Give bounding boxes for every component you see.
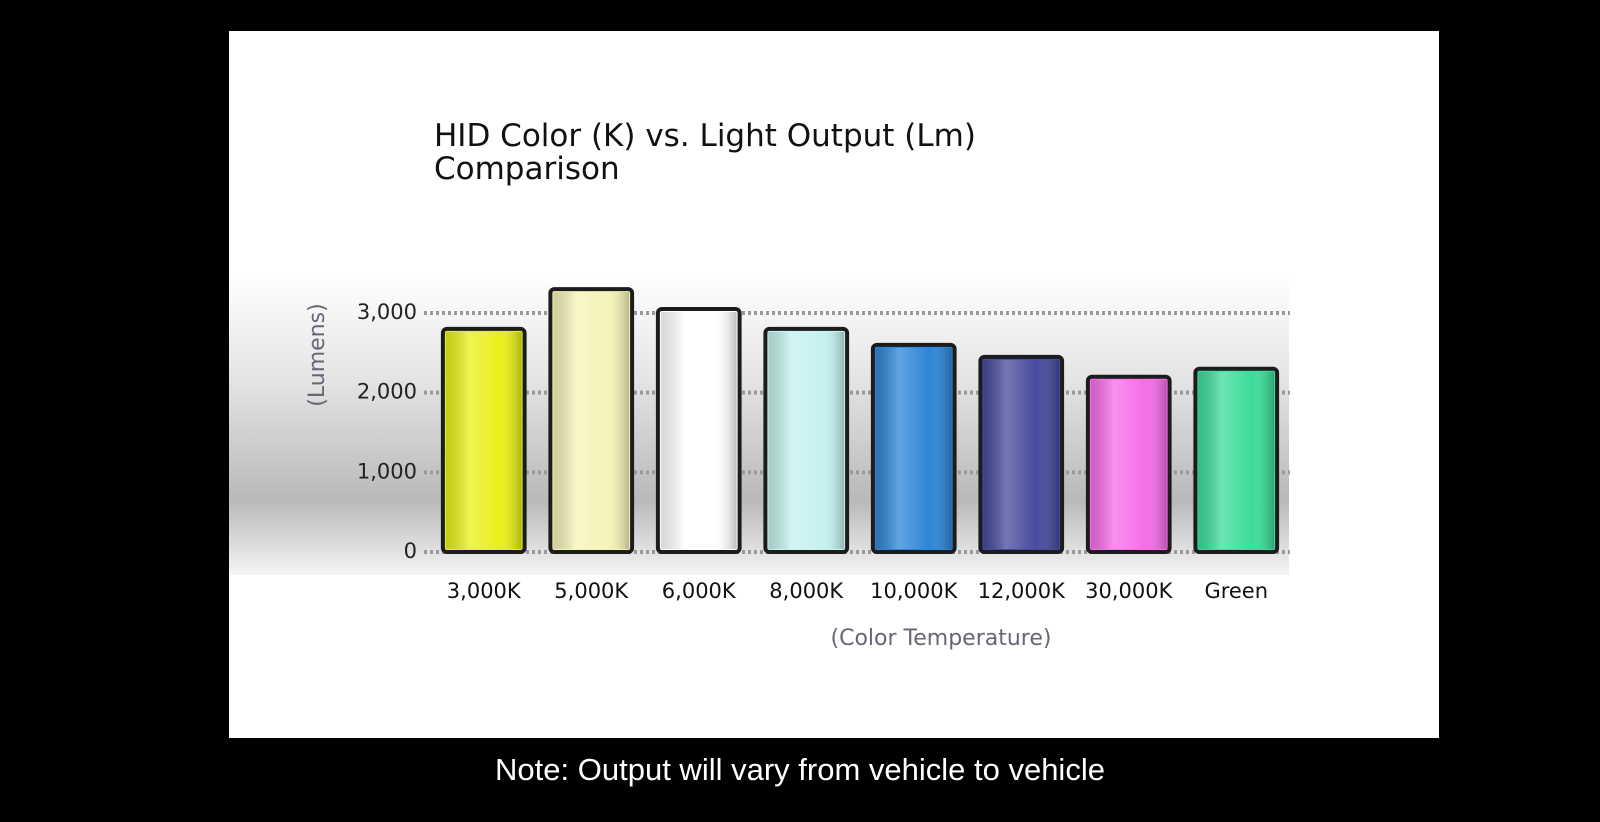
y-tick-label: 3,000 <box>357 300 417 324</box>
y-axis-label: (Lumens) <box>305 303 330 406</box>
x-tick-label: Green <box>1204 579 1268 603</box>
x-tick-label: 5,000K <box>554 579 629 603</box>
y-tick-label: 1,000 <box>357 459 417 483</box>
chart-title: HID Color (K) vs. Light Output (Lm) Comp… <box>434 118 976 187</box>
x-tick-label: 10,000K <box>870 579 958 603</box>
bar <box>548 287 635 554</box>
y-tick-label: 2,000 <box>357 380 417 404</box>
x-axis-label: (Color Temperature) <box>831 626 1052 651</box>
x-tick-label: 8,000K <box>769 579 844 603</box>
bar <box>1085 374 1172 554</box>
note: Note: Output will vary from vehicle to v… <box>495 752 1105 787</box>
bar <box>978 354 1065 555</box>
x-tick-label: 6,000K <box>662 579 737 603</box>
y-tick-label: 0 <box>404 539 417 563</box>
bar <box>1193 366 1280 554</box>
x-tick-label: 3,000K <box>447 579 522 603</box>
bar <box>655 307 742 554</box>
x-tick-label: 12,000K <box>978 579 1066 603</box>
bar <box>763 326 850 554</box>
x-tick-label: 30,000K <box>1085 579 1173 603</box>
bar <box>870 342 957 554</box>
bar <box>440 326 527 554</box>
